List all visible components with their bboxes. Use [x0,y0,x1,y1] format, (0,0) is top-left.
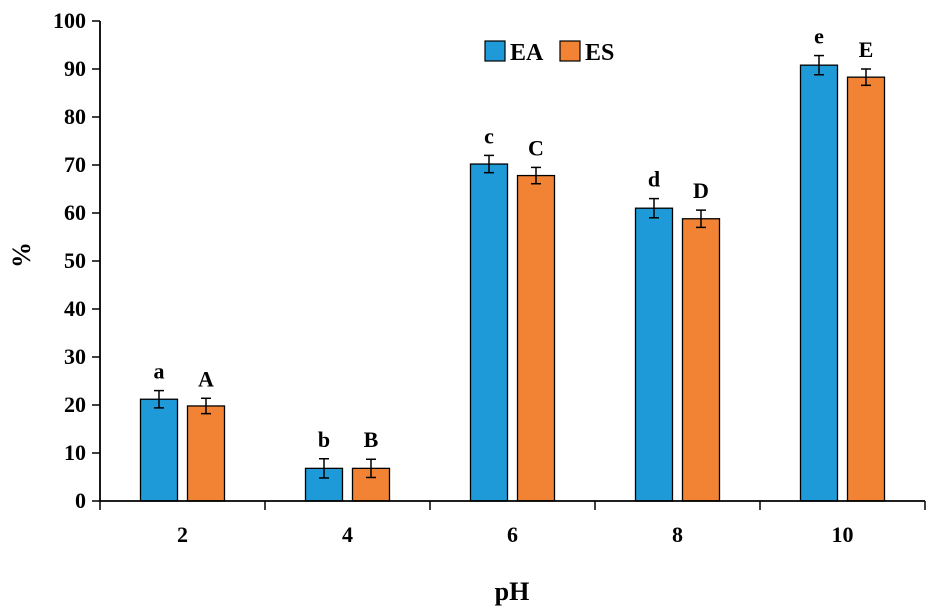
significance-letter-ea-ph-6: c [484,123,494,148]
y-tick-label: 10 [64,440,86,465]
significance-letter-ea-ph-10: e [814,24,824,49]
y-tick-label: 90 [64,56,86,81]
bar-ea-ph-2 [139,398,179,502]
y-tick-label: 80 [64,104,86,129]
significance-letters: a Ab Bc Cd De E [154,24,874,453]
legend-swatch-es [559,40,581,62]
legend-label-es: ES [585,40,614,66]
bar-ea-ph-10 [799,64,839,502]
bar-ea-ph-6 [469,163,509,502]
x-axis-ticks: 2 4 6 8 10 [99,501,926,547]
y-tick-label: 70 [64,152,86,177]
bar-ea-ph-8 [634,207,674,502]
x-axis-title: pH [495,577,530,606]
significance-letter-es-ph-6: C [528,135,544,160]
bar-es-ph-10 [846,76,886,502]
significance-letter-ea-ph-8: d [648,167,660,192]
significance-letter-es-ph-8: D [693,178,709,203]
significance-letter-ea-ph-4: b [318,427,330,452]
axes [99,21,925,502]
legend-swatch-ea [484,40,506,62]
y-tick-label: 30 [64,344,86,369]
bars [139,54,886,502]
y-tick-label: 40 [64,296,86,321]
significance-letter-es-ph-2: A [198,366,214,391]
significance-letter-es-ph-4: B [364,427,379,452]
bar-es-ph-6 [516,174,556,502]
y-tick-label: 0 [75,488,86,513]
x-tick-label-ph-10: 10 [832,522,854,547]
x-tick-label-ph-8: 8 [672,522,683,547]
legend: EA ES [484,40,614,66]
legend-label-ea: EA [510,40,544,66]
y-tick-label: 50 [64,248,86,273]
significance-letter-es-ph-10: E [859,37,874,62]
y-tick-label: 100 [53,8,86,33]
x-tick-label-ph-2: 2 [177,522,188,547]
bar-es-ph-8 [681,218,721,502]
significance-letter-ea-ph-2: a [154,359,165,384]
y-tick-label: 60 [64,200,86,225]
x-tick-label-ph-4: 4 [342,522,353,547]
y-axis-title: % [7,242,36,268]
y-axis-ticks: 0 10 20 30 40 50 60 70 80 90 100 [53,8,100,513]
bar-es-ph-2 [186,405,226,502]
y-tick-label: 20 [64,392,86,417]
x-tick-label-ph-6: 6 [507,522,518,547]
